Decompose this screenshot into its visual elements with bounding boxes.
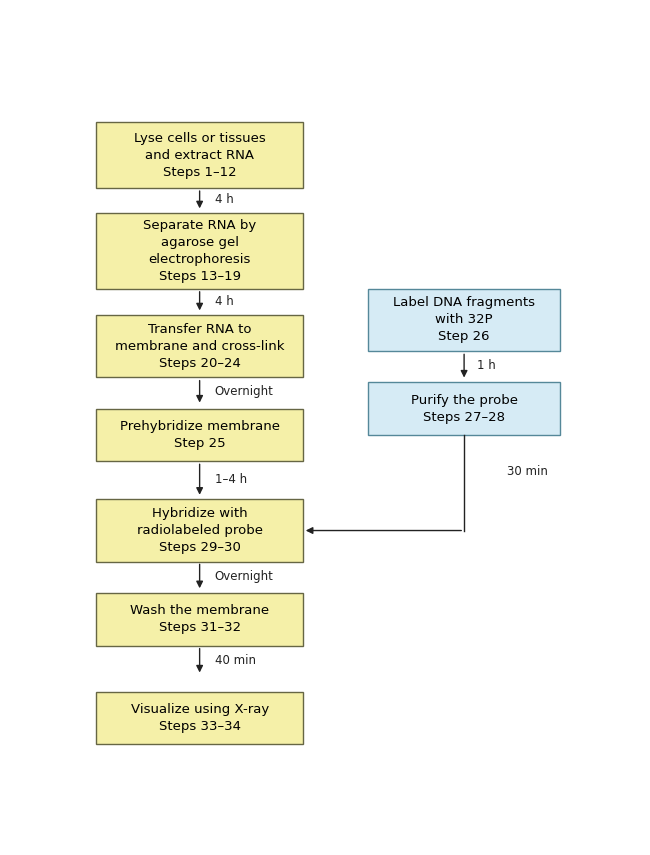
Text: Overnight: Overnight — [214, 569, 274, 583]
FancyBboxPatch shape — [369, 382, 560, 435]
Text: 4 h: 4 h — [214, 193, 233, 206]
Text: Lyse cells or tissues
and extract RNA
Steps 1–12: Lyse cells or tissues and extract RNA St… — [134, 132, 265, 179]
FancyBboxPatch shape — [96, 315, 303, 377]
Text: Separate RNA by
agarose gel
electrophoresis
Steps 13–19: Separate RNA by agarose gel electrophore… — [143, 219, 256, 283]
Text: Transfer RNA to
membrane and cross-link
Steps 20–24: Transfer RNA to membrane and cross-link … — [115, 322, 285, 369]
Text: Prehybridize membrane
Step 25: Prehybridize membrane Step 25 — [120, 420, 280, 450]
Text: Hybridize with
radiolabeled probe
Steps 29–30: Hybridize with radiolabeled probe Steps … — [136, 507, 263, 554]
FancyBboxPatch shape — [96, 499, 303, 562]
Text: 1–4 h: 1–4 h — [214, 473, 247, 486]
FancyBboxPatch shape — [96, 593, 303, 646]
Text: 40 min: 40 min — [214, 654, 255, 667]
FancyBboxPatch shape — [96, 122, 303, 188]
FancyBboxPatch shape — [369, 289, 560, 351]
Text: Label DNA fragments
with 32P
Step 26: Label DNA fragments with 32P Step 26 — [393, 297, 535, 344]
Text: Overnight: Overnight — [214, 385, 274, 398]
Text: 1 h: 1 h — [476, 359, 495, 373]
FancyBboxPatch shape — [96, 213, 303, 289]
Text: 4 h: 4 h — [214, 295, 233, 308]
Text: 30 min: 30 min — [507, 465, 548, 478]
Text: Visualize using X-ray
Steps 33–34: Visualize using X-ray Steps 33–34 — [131, 703, 268, 733]
Text: Wash the membrane
Steps 31–32: Wash the membrane Steps 31–32 — [130, 604, 269, 634]
FancyBboxPatch shape — [96, 409, 303, 462]
FancyBboxPatch shape — [96, 692, 303, 745]
Text: Purify the probe
Steps 27–28: Purify the probe Steps 27–28 — [411, 394, 517, 424]
